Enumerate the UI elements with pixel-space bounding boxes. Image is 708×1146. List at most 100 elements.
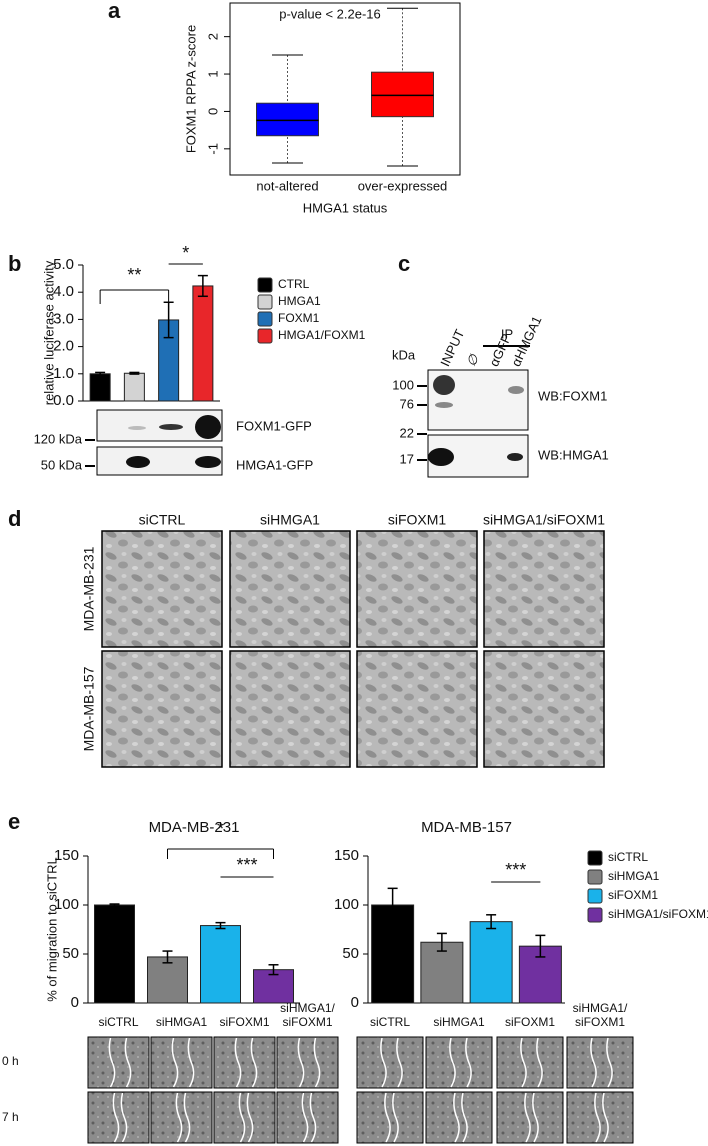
box	[256, 102, 319, 137]
micrograph	[356, 650, 478, 768]
legend-swatch	[587, 888, 603, 904]
chart-title: MDA-MB-231	[149, 819, 240, 836]
legend-label: siHMGA1/siFOXM1	[608, 907, 708, 921]
legend-swatch	[257, 277, 273, 293]
bar	[200, 925, 241, 1004]
lane-label: ∅	[463, 352, 482, 369]
wound-edge	[250, 1037, 258, 1088]
significance-label: ***	[505, 860, 526, 880]
y-tick-label: 150	[334, 847, 359, 864]
significance-label: *	[182, 243, 189, 263]
bar	[89, 373, 111, 402]
wound-image	[150, 1091, 213, 1144]
micrograph	[356, 530, 478, 648]
wound-edge	[392, 1092, 399, 1143]
y-tick-label: 0	[71, 994, 79, 1011]
y-tick-label: 0.0	[53, 392, 74, 409]
wound-edge	[532, 1092, 539, 1143]
legend-swatch	[587, 850, 603, 866]
y-tick-label: 2	[205, 33, 220, 40]
y-tick-label: 150	[54, 847, 79, 864]
column-label: siFOXM1	[282, 1015, 332, 1029]
row-label: 0 h	[2, 1054, 19, 1068]
blot-label: WB:HMGA1	[538, 447, 609, 462]
blot-band	[195, 456, 221, 468]
panel-label: d	[8, 506, 21, 531]
wound-edge	[238, 1092, 246, 1143]
blot-label: FOXM1-GFP	[236, 418, 312, 433]
chart-title: p-value < 2.2e-16	[279, 6, 381, 21]
column-label: siFOXM1	[219, 1015, 269, 1029]
wound-edge	[602, 1092, 609, 1143]
legend-label: HMGA1	[278, 294, 321, 308]
wound-edge	[384, 1092, 391, 1143]
chart-title: MDA-MB-157	[421, 819, 512, 836]
marker-label: 100	[392, 377, 414, 392]
bar	[123, 372, 145, 402]
y-tick-label: 50	[342, 945, 359, 962]
y-axis-label: relative luciferase activity	[41, 260, 56, 405]
blot-band	[435, 402, 453, 408]
wound-edge	[453, 1092, 460, 1143]
wound-edge	[297, 1037, 305, 1088]
column-label: siFOXM1	[575, 1015, 625, 1029]
wound-edge	[187, 1037, 195, 1088]
y-axis-label: FOXM1 RPPA z-score	[183, 25, 198, 153]
bar	[94, 904, 135, 1004]
wound-edge	[108, 1037, 116, 1088]
bar	[192, 285, 214, 402]
column-label: siHMGA1	[156, 1015, 208, 1029]
wound-edge	[536, 1037, 543, 1088]
x-axis-label: HMGA1 status	[303, 200, 388, 215]
blot-band	[128, 426, 146, 430]
bar	[147, 956, 188, 1004]
panel-label: e	[8, 809, 20, 834]
wound-image	[87, 1091, 150, 1144]
y-tick-label: 0	[205, 108, 220, 115]
wound-image	[150, 1036, 213, 1089]
column-label: siHMGA1/siFOXM1	[483, 512, 605, 528]
y-tick-label: 1	[205, 70, 220, 77]
legend-swatch	[257, 328, 273, 344]
box	[371, 71, 434, 118]
blot-band	[428, 448, 454, 466]
column-label: siHMGA1	[433, 1015, 485, 1029]
micrograph	[101, 650, 223, 768]
wound-edge	[313, 1037, 321, 1088]
wound-edge	[124, 1037, 132, 1088]
wound-image	[356, 1091, 424, 1144]
x-tick-label: over-expressed	[358, 178, 448, 193]
y-tick-label: 3.0	[53, 310, 74, 327]
wound-image	[87, 1036, 150, 1089]
y-tick-label: 5.0	[53, 256, 74, 273]
row-label: 7 h	[2, 1110, 19, 1124]
micrograph	[101, 530, 223, 648]
panel-label: b	[8, 251, 21, 276]
blot-label: WB:FOXM1	[538, 388, 607, 403]
blot-band	[159, 424, 183, 430]
wound-edge	[524, 1092, 531, 1143]
wound-edge	[183, 1092, 191, 1143]
y-tick-label: 0	[351, 994, 359, 1011]
column-label: siCTRL	[139, 512, 186, 528]
column-label: siHMGA1/	[280, 1001, 335, 1015]
significance-label: **	[127, 265, 141, 285]
legend-swatch	[257, 311, 273, 327]
legend-swatch	[587, 907, 603, 923]
y-tick-label: 100	[334, 896, 359, 913]
y-tick-label: 4.0	[53, 283, 74, 300]
bar	[469, 921, 513, 1004]
wound-edge	[175, 1092, 183, 1143]
x-tick-label: not-altered	[256, 178, 318, 193]
wound-edge	[380, 1037, 387, 1088]
blot-marker-label: 120 kDa	[34, 431, 83, 446]
wound-image	[276, 1036, 339, 1089]
blot-band	[195, 415, 221, 439]
wound-edge	[309, 1092, 317, 1143]
legend-swatch	[587, 869, 603, 885]
wound-image	[425, 1091, 493, 1144]
wound-edge	[246, 1092, 254, 1143]
column-label: siHMGA1/	[573, 1001, 628, 1015]
wound-image	[566, 1036, 634, 1089]
legend-label: siFOXM1	[608, 888, 658, 902]
